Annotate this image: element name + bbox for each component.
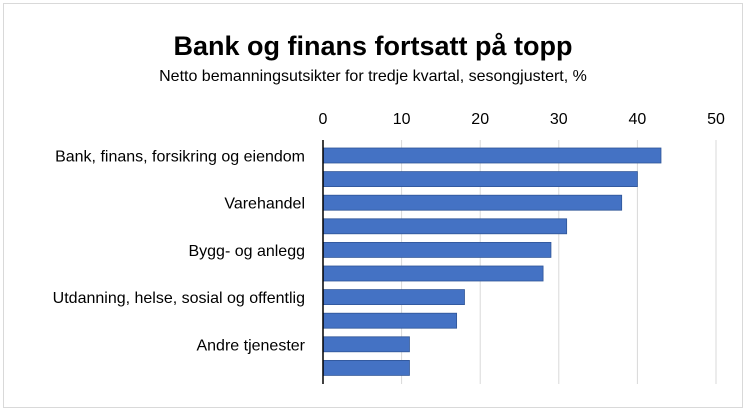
bar-6 [322, 265, 544, 282]
category-label: Varehandel [224, 196, 305, 213]
x-tick-label: 30 [550, 111, 568, 128]
category-labels: Bank, finans, forsikring og eiendom Vareh… [53, 149, 306, 355]
bar-3 [322, 194, 623, 211]
chart-title: Bank og finans fortsatt på topp [173, 31, 573, 61]
x-tick-label: 0 [319, 111, 328, 128]
bar-10 [322, 359, 410, 376]
bars [322, 147, 662, 376]
chart-subtitle: Netto bemanningsutsikter for tredje kvar… [159, 68, 587, 85]
bar-5 [322, 241, 552, 258]
x-tick-label: 20 [471, 111, 489, 128]
category-label: Utdanning, helse, sosial og offentlig [53, 290, 305, 307]
bar-2 [322, 171, 638, 188]
bar-8 [322, 312, 458, 329]
bar-1 [322, 147, 662, 164]
category-label: Bank, finans, forsikring og eiendom [55, 149, 305, 166]
x-tick-label: 10 [393, 111, 411, 128]
category-label: Andre tjenester [196, 337, 305, 354]
x-tick-label: 40 [629, 111, 647, 128]
x-axis-ticks: 0 10 20 30 40 50 [319, 111, 725, 128]
bar-7 [322, 289, 465, 306]
bar-9 [322, 336, 410, 353]
bar-4 [322, 218, 568, 235]
x-tick-label: 50 [707, 111, 725, 128]
category-label: Bygg- og anlegg [188, 243, 305, 260]
